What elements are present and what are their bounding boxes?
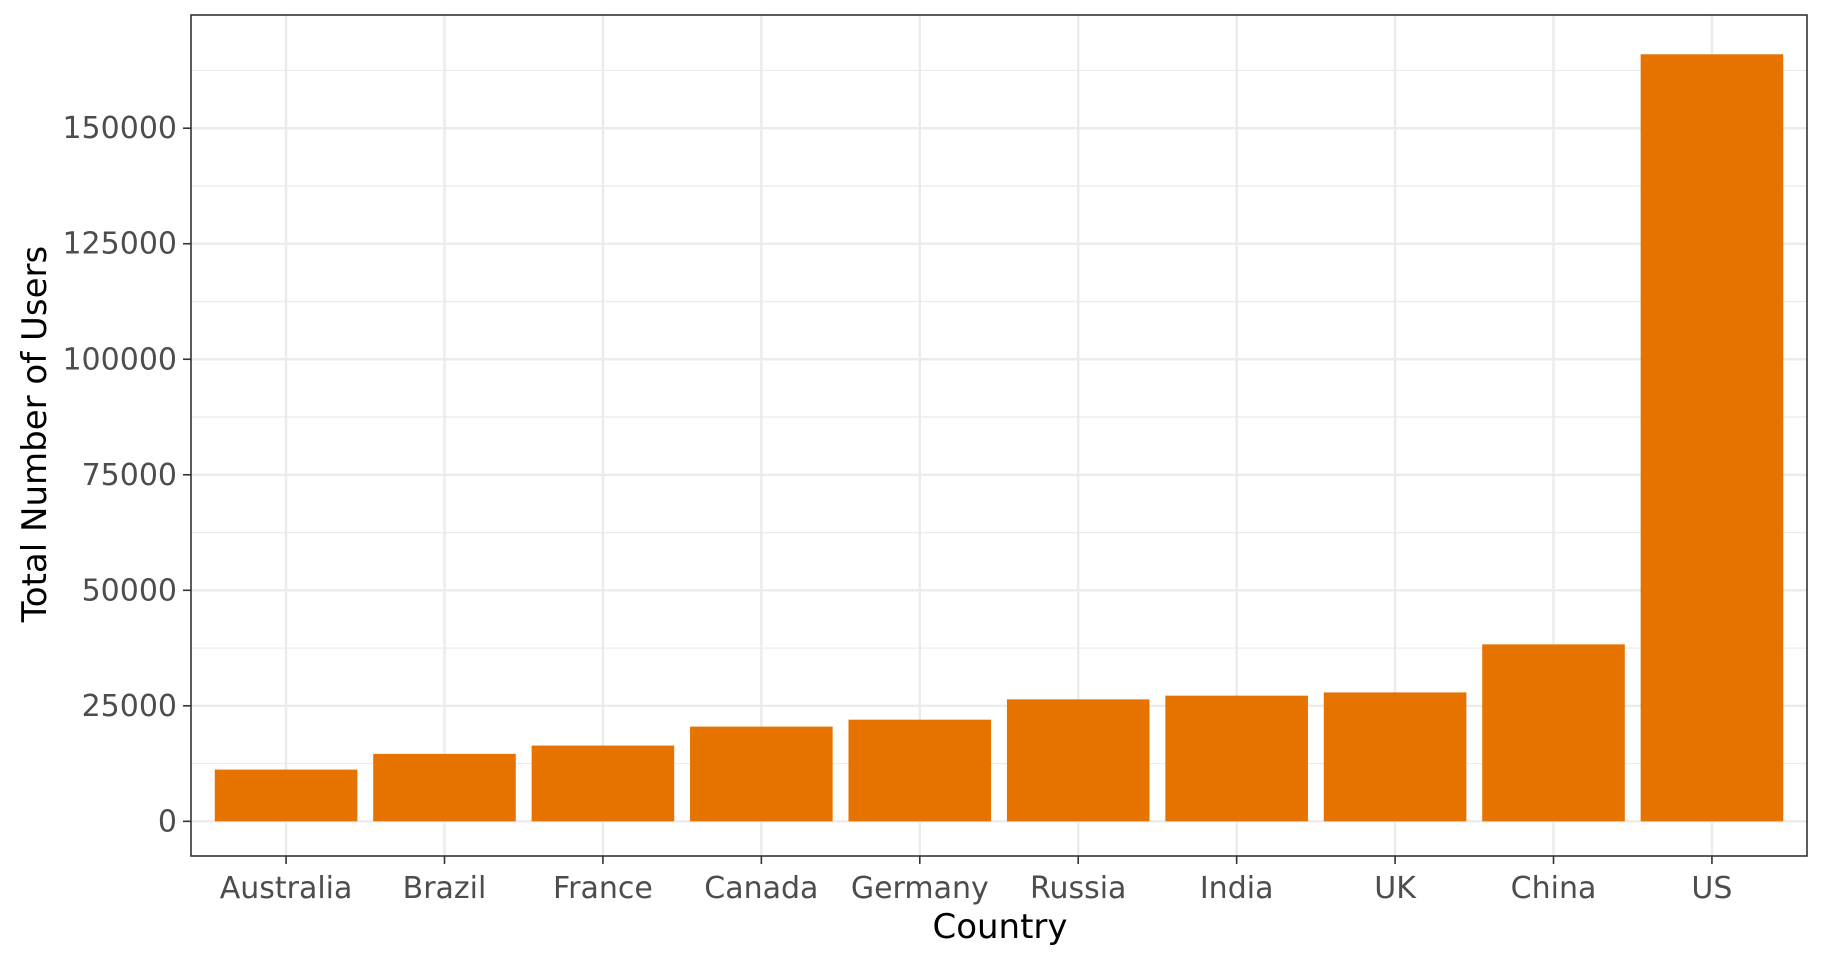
bar-india — [1165, 695, 1308, 822]
bar-canada — [690, 726, 833, 822]
x-tick-label: Russia — [1030, 871, 1127, 906]
bar-france — [531, 745, 675, 822]
x-tick-label: Canada — [704, 871, 818, 906]
x-axis-title: Country — [932, 907, 1067, 947]
y-tick-label: 25000 — [82, 689, 177, 724]
x-tick-label: France — [553, 871, 653, 906]
x-tick-label: Australia — [220, 871, 353, 906]
y-axis-title: Total Number of Users — [15, 246, 55, 623]
bar-brazil — [373, 753, 516, 822]
bars — [214, 54, 1784, 822]
bar-australia — [214, 769, 358, 822]
x-axis-tick-labels: Australia Brazil France Canada Germany Russia… — [220, 871, 1733, 906]
bar-russia — [1006, 699, 1150, 822]
y-tick-label: 150000 — [62, 111, 177, 146]
x-tick-label: Germany — [851, 871, 989, 906]
axis-ticks — [183, 127, 1713, 864]
x-tick-label: China — [1511, 871, 1597, 906]
bar-china — [1482, 644, 1625, 822]
x-tick-label: UK — [1374, 871, 1417, 906]
x-tick-label: Brazil — [403, 871, 487, 906]
y-tick-label: 100000 — [62, 342, 177, 377]
y-axis-tick-labels: 0 25000 50000 75000 100000 125000 150000 — [62, 111, 177, 839]
x-tick-label: India — [1200, 871, 1274, 906]
plot-panel-border — [190, 14, 1808, 857]
x-tick-label: US — [1691, 871, 1732, 906]
y-tick-label: 125000 — [62, 227, 177, 262]
y-tick-label: 75000 — [82, 458, 177, 493]
bar-uk — [1323, 692, 1467, 822]
bar-us — [1640, 54, 1784, 822]
y-tick-label: 0 — [158, 804, 177, 839]
y-tick-label: 50000 — [82, 573, 177, 608]
bar-germany — [848, 719, 992, 822]
